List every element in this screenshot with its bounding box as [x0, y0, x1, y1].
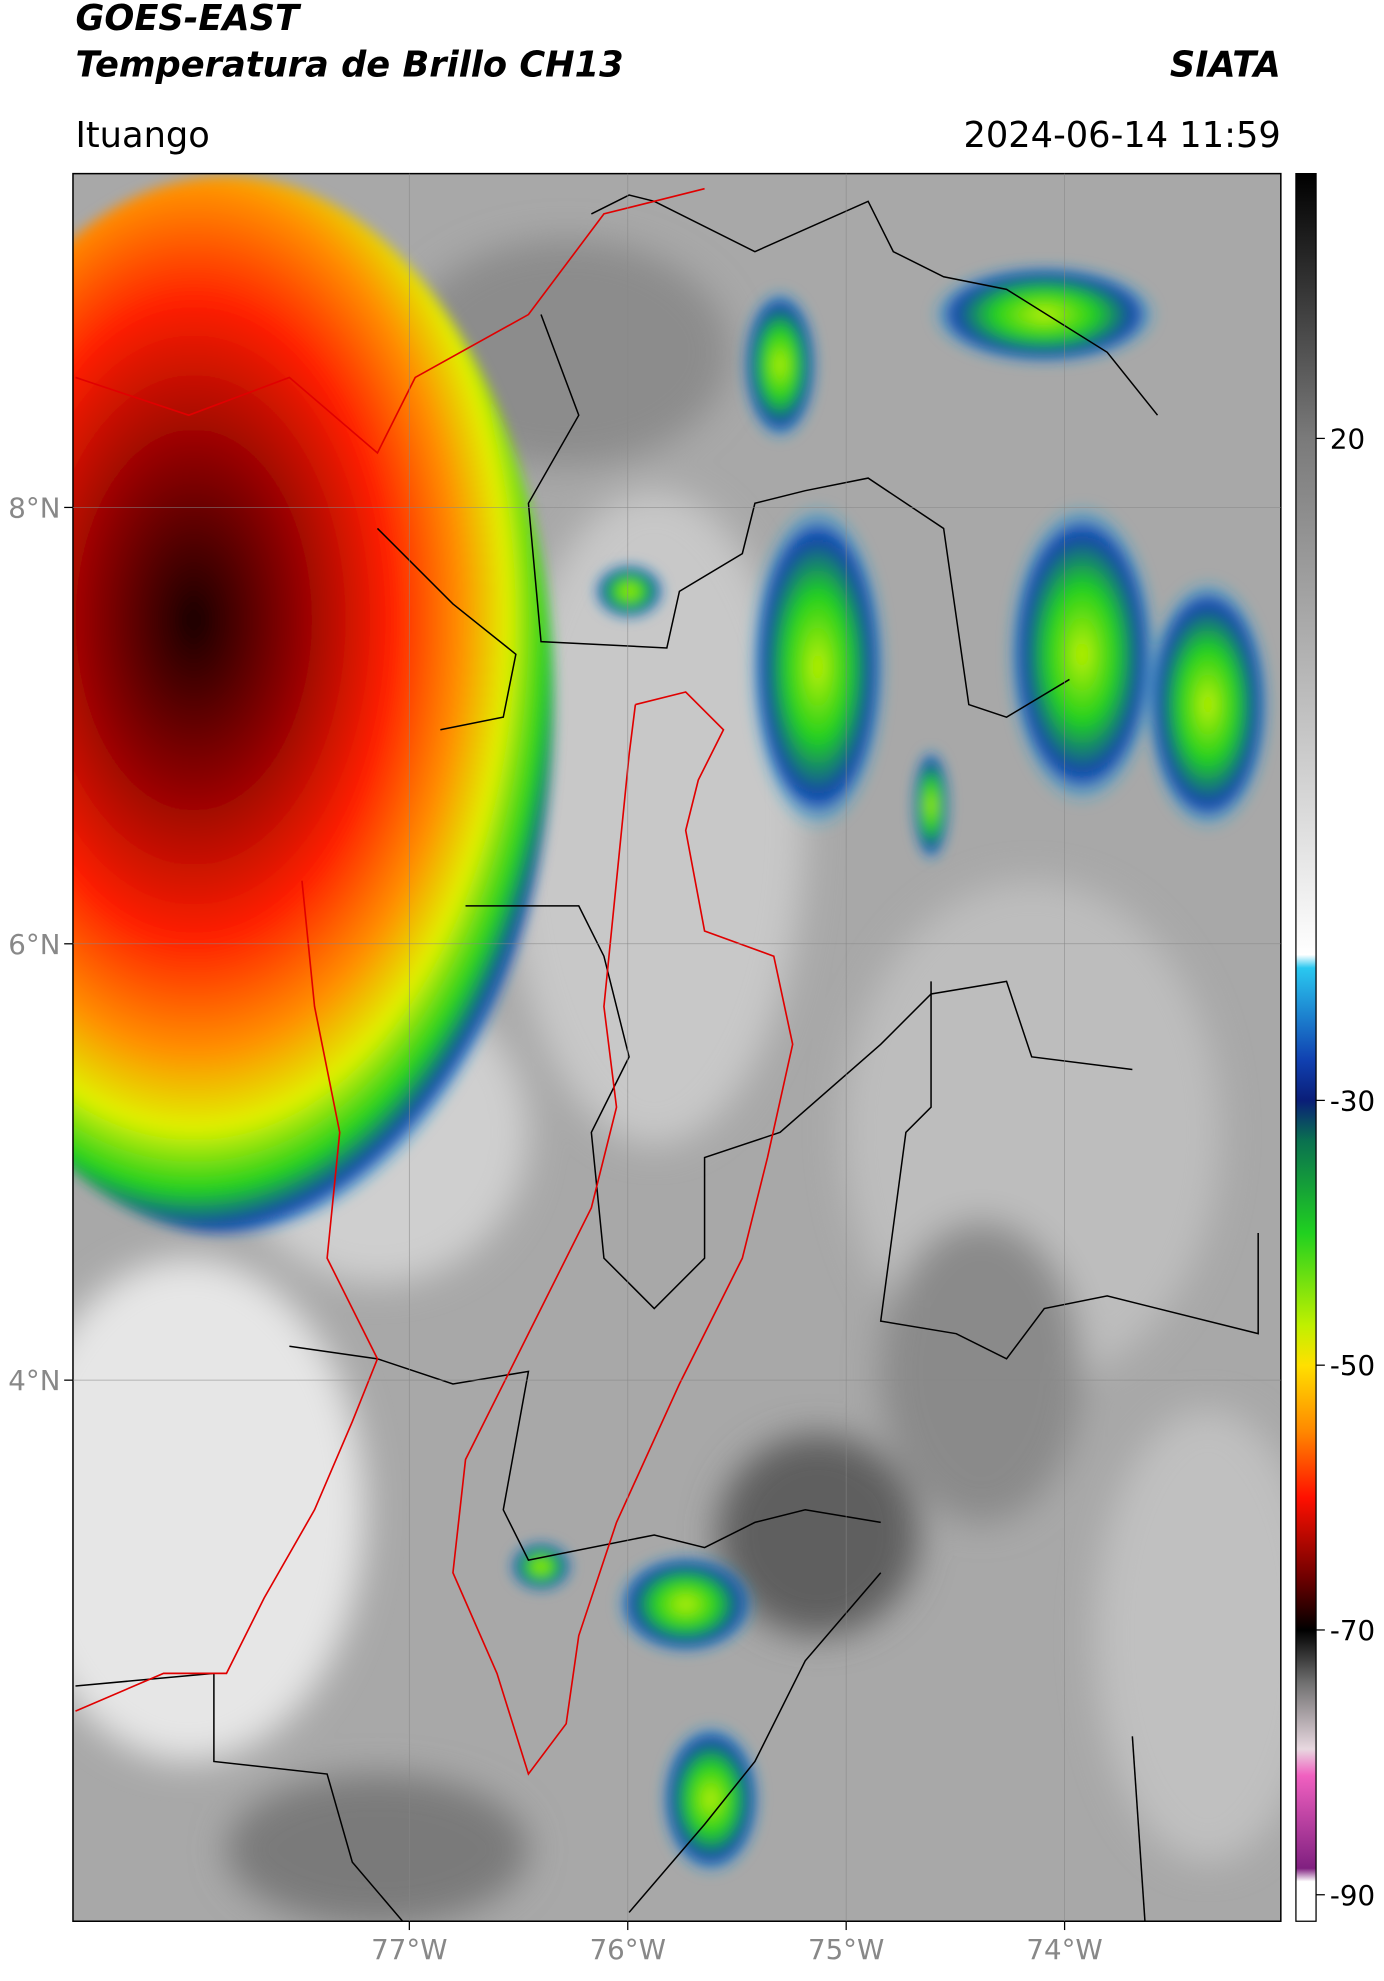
colorbar-tick-label: 20 — [1330, 422, 1365, 455]
title: GOES-EAST — [75, 0, 302, 39]
map-frame — [72, 172, 1282, 1922]
y-tick-label: 8°N — [8, 492, 60, 525]
brand: SIATA — [1170, 45, 1281, 86]
x-tick-label: 75°W — [808, 1933, 884, 1966]
subtitle: Temperatura de Brillo CH13 — [75, 45, 623, 86]
location: Ituango — [75, 115, 209, 156]
datetime: 2024-06-14 11:59 — [963, 115, 1280, 156]
y-tick-label: 4°N — [8, 1364, 60, 1397]
x-tick-label: 76°W — [590, 1933, 666, 1966]
x-tick-label: 77°W — [371, 1933, 447, 1966]
colorbar-tick-label: -50 — [1330, 1349, 1375, 1382]
colorbar-tick-label: -30 — [1330, 1084, 1375, 1117]
colorbar — [1295, 172, 1317, 1922]
x-tick-label: 74°W — [1026, 1933, 1102, 1966]
map-image — [72, 173, 1281, 1922]
y-tick-label: 6°N — [8, 928, 60, 961]
colorbar-tick-label: -70 — [1330, 1614, 1375, 1647]
colorbar-tick-label: -90 — [1330, 1879, 1375, 1912]
